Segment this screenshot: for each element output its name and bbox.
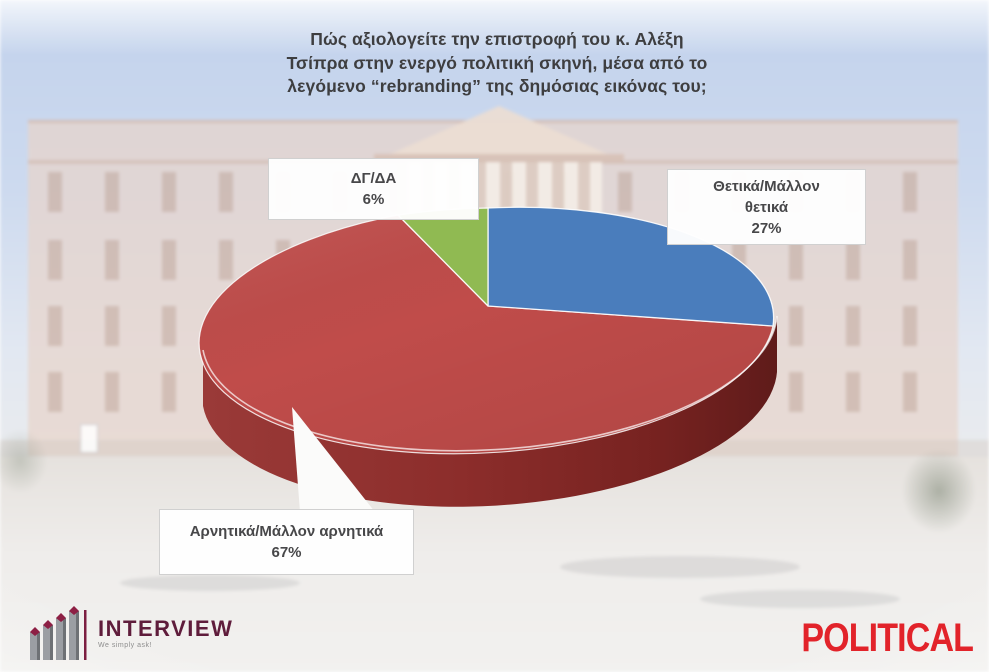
negative-callout-wedge bbox=[292, 407, 375, 512]
chart-title: Πώς αξιολογείτε την επιστροφή του κ. Αλέ… bbox=[222, 28, 772, 99]
interview-tagline: We simply ask! bbox=[98, 642, 152, 649]
dk-percent: 6% bbox=[362, 191, 385, 208]
interview-logo: INTERVIEW We simply ask! bbox=[28, 604, 233, 666]
interview-name: INTERVIEW bbox=[98, 616, 234, 641]
pie-side-wall bbox=[203, 316, 777, 507]
label-box-negative: Αρνητικά/Μάλλον αρνητικά 67% bbox=[159, 509, 414, 575]
title-line-1: Πώς αξιολογείτε την επιστροφή του κ. Αλέ… bbox=[310, 29, 684, 49]
negative-label: Αρνητικά/Μάλλον αρνητικά bbox=[189, 523, 384, 540]
negative-percent: 67% bbox=[271, 544, 302, 561]
positive-label-line1: Θετικά/Μάλλον bbox=[713, 177, 820, 195]
positive-percent: 27% bbox=[751, 219, 782, 237]
pie-rim-highlight bbox=[202, 315, 778, 452]
title-line-3: λεγόμενο “rebranding” της δημόσιας εικόν… bbox=[287, 76, 707, 96]
interview-bars-icon bbox=[30, 606, 87, 660]
political-logo: POLITICAL bbox=[801, 616, 974, 660]
positive-label-line2: θετικά bbox=[744, 198, 789, 216]
interview-wordmark: INTERVIEW We simply ask! bbox=[98, 616, 234, 650]
label-box-dk: ΔΓ/ΔΑ 6% bbox=[268, 158, 479, 220]
pie-slice-negative-shading bbox=[199, 215, 773, 454]
dk-label: ΔΓ/ΔΑ bbox=[350, 170, 397, 187]
label-box-positive: Θετικά/Μάλλον θετικά 27% bbox=[667, 169, 866, 245]
title-line-2: Τσίπρα στην ενεργό πολιτική σκηνή, μέσα … bbox=[286, 52, 708, 73]
